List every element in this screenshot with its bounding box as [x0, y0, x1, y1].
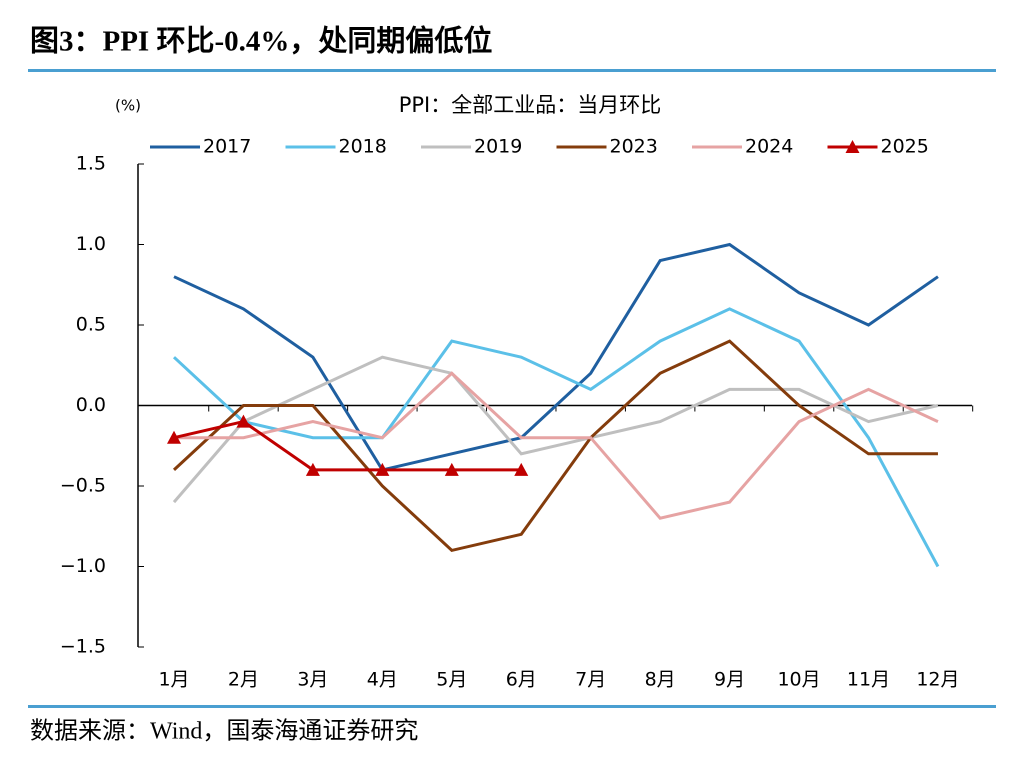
series-line — [173, 242, 939, 472]
series-line — [174, 371, 939, 520]
series-marker — [375, 462, 390, 476]
legend-label: 2019 — [474, 136, 522, 158]
x-tick-label: 6月 — [506, 669, 537, 691]
x-tick-label: 1月 — [158, 669, 189, 691]
series-marker — [167, 430, 181, 444]
series-marker — [236, 414, 251, 428]
y-tick-label: −1.5 — [60, 636, 106, 658]
x-tick-label: 5月 — [436, 669, 467, 691]
legend-label: 2018 — [339, 136, 387, 158]
page-title: 图3：PPI 环比-0.4%，处同期偏低位 — [30, 24, 492, 58]
x-tick-label: 9月 — [714, 669, 745, 691]
series-line — [172, 339, 938, 553]
x-tick-label: 10月 — [777, 669, 820, 691]
footer-rule — [28, 705, 996, 708]
y-tick-label: −0.5 — [60, 475, 106, 497]
source: 数据来源：Wind，国泰海通证券研究 — [30, 718, 418, 745]
series-line — [172, 355, 939, 504]
x-tick-label: 7月 — [575, 669, 606, 691]
legend-label: 2017 — [203, 136, 251, 158]
series-line — [173, 419, 522, 472]
series-line — [172, 307, 940, 568]
chart-title: PPI：全部工业品：当月环比 — [399, 93, 662, 117]
x-tick-label: 2月 — [228, 669, 259, 691]
y-tick-label: 1.0 — [76, 233, 106, 255]
y-tick-label: 0.0 — [76, 394, 106, 416]
y-tick-label: 1.5 — [76, 153, 106, 175]
x-tick-label: 11月 — [847, 669, 890, 691]
x-tick-label: 4月 — [367, 669, 398, 691]
legend-label: 2025 — [881, 136, 929, 158]
series-marker — [444, 462, 459, 476]
x-tick-label: 12月 — [916, 669, 959, 691]
y-tick-label: 0.5 — [76, 314, 106, 336]
header-rule — [28, 69, 996, 72]
x-tick-label: 3月 — [297, 669, 328, 691]
series-marker — [305, 462, 320, 476]
legend-marker — [845, 140, 860, 153]
x-tick-label: 8月 — [645, 669, 676, 691]
y-unit: (%) — [115, 97, 141, 115]
legend-label: 2023 — [610, 136, 658, 158]
series-marker — [514, 462, 529, 476]
legend-label: 2024 — [745, 136, 793, 158]
y-tick-label: −1.0 — [60, 555, 106, 577]
